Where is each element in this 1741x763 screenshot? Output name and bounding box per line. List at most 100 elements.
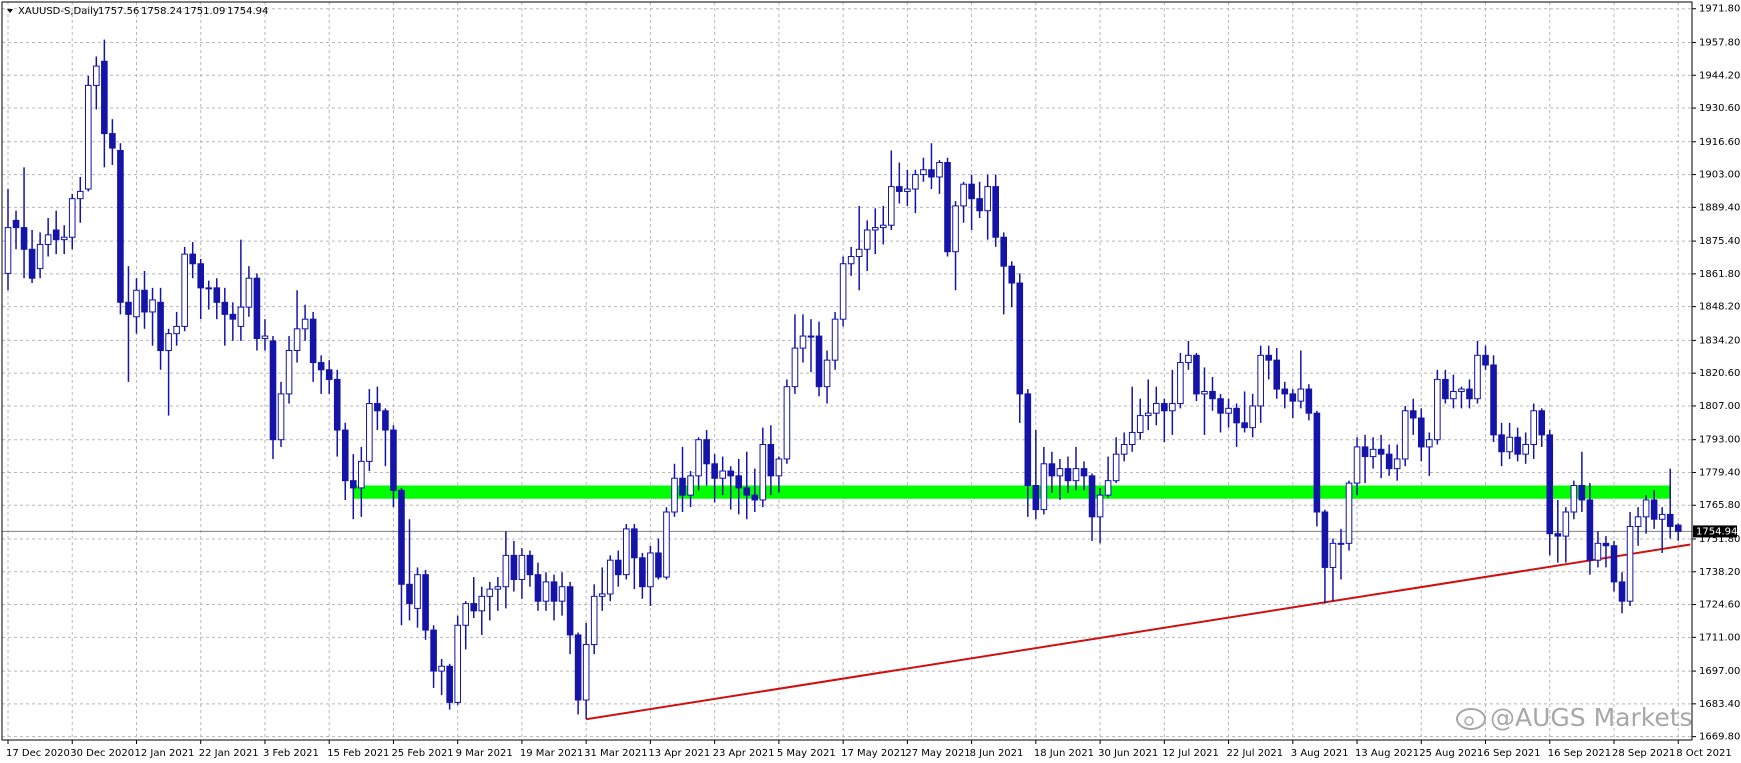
candle-body — [269, 340, 277, 441]
candle-body — [1096, 494, 1104, 518]
candle-body — [1409, 410, 1417, 419]
support-zone — [353, 485, 1671, 499]
axes: 1971.80 1957.80 1944.20 1930.60 1916.60 1903.… — [6, 4, 1740, 759]
y-tick-label: 1861.80 — [1699, 269, 1740, 280]
candle-body — [1136, 415, 1144, 433]
candle-body — [735, 475, 743, 489]
candle-body — [406, 583, 413, 605]
y-tick-label: 1724.60 — [1699, 600, 1740, 611]
candle-body — [358, 460, 365, 489]
candle-body — [679, 477, 686, 496]
candle-body — [920, 169, 927, 176]
candle-body — [205, 287, 213, 290]
x-tick-label: 3 Aug 2021 — [1291, 748, 1349, 759]
candle-body — [1674, 524, 1682, 532]
x-tick-label: 13 Apr 2021 — [648, 748, 710, 759]
candle-body — [606, 559, 614, 595]
candle-body — [542, 581, 550, 602]
candle-body — [655, 552, 662, 578]
candle-body — [446, 665, 453, 703]
candle-body — [1048, 463, 1056, 477]
candle-body — [229, 313, 237, 320]
y-tick-label: 1944.20 — [1699, 70, 1740, 81]
candle-body — [1417, 417, 1425, 448]
candle-body — [566, 586, 574, 636]
candle-body — [623, 528, 630, 576]
candle-body — [671, 477, 678, 513]
candle-body — [1450, 390, 1457, 400]
candle-body — [20, 227, 28, 250]
candle-body — [1361, 446, 1369, 458]
candle-body — [1064, 468, 1072, 482]
y-tick-label: 1793.00 — [1699, 435, 1740, 446]
candle-body — [317, 362, 325, 371]
candle-body — [855, 248, 863, 258]
candle-body — [1546, 434, 1554, 535]
candle-body — [1152, 403, 1160, 414]
candle-body — [1377, 448, 1385, 455]
candle-body — [1088, 475, 1096, 518]
candle-body — [960, 183, 967, 207]
x-tick-label: 28 Sep 2021 — [1612, 748, 1675, 759]
ohlc-open: 1757.56 — [98, 6, 139, 17]
candle-body — [1570, 484, 1578, 513]
candle-body — [85, 84, 92, 190]
chart-header: XAUUSD-S,Daily 1757.56 1758.24 1751.09 1… — [7, 6, 268, 17]
candle-body — [1642, 499, 1650, 518]
candle-body — [133, 289, 140, 318]
candle-body — [1265, 354, 1273, 361]
candle-body — [213, 287, 221, 303]
watermark-icon-eye — [1464, 716, 1474, 726]
candle-body — [221, 301, 229, 315]
candle-body — [1040, 463, 1048, 511]
candle-body — [277, 393, 285, 441]
y-tick-label: 1738.20 — [1699, 567, 1740, 578]
candle-body — [1538, 410, 1546, 436]
candle-body — [470, 603, 478, 612]
plot-border — [1, 1, 1693, 741]
candle-body — [157, 301, 164, 352]
candle-body — [719, 470, 726, 479]
x-tick-label: 12 Jan 2021 — [134, 748, 194, 759]
y-tick-label: 1683.40 — [1699, 699, 1740, 710]
candle-body — [1008, 265, 1016, 284]
candle-body — [1241, 422, 1248, 429]
candle-body — [550, 581, 558, 602]
candle-body — [1249, 405, 1256, 429]
candle-body — [1554, 533, 1562, 537]
x-tick-label: 8 Oct 2021 — [1676, 748, 1731, 759]
y-tick-label: 1957.80 — [1699, 37, 1740, 48]
y-tick-label: 1697.00 — [1699, 666, 1740, 677]
candle-body — [743, 487, 751, 496]
candle-body — [76, 190, 84, 200]
candle-body — [1209, 390, 1216, 400]
watermark-icon — [1456, 708, 1486, 730]
candle-body — [1329, 542, 1337, 568]
candle-body — [574, 634, 582, 701]
y-tick-label: 1711.00 — [1699, 632, 1740, 643]
candle-body — [663, 511, 670, 578]
candle-body — [815, 335, 823, 388]
candle-body — [438, 665, 445, 672]
candle-body — [1185, 354, 1192, 364]
candle-body — [12, 219, 20, 229]
candle-body — [582, 644, 590, 701]
y-tick-label: 1889.40 — [1699, 202, 1740, 213]
x-tick-label: 25 Feb 2021 — [391, 748, 453, 759]
candle-body — [245, 277, 253, 308]
candle-body — [847, 256, 855, 265]
candle-body — [341, 429, 349, 482]
candle-body — [1562, 511, 1570, 537]
candle-body — [454, 624, 461, 703]
candle-body — [839, 263, 847, 320]
candle-body — [502, 554, 510, 588]
candle-body — [1072, 468, 1080, 482]
candle-body — [301, 318, 309, 330]
candle-body — [1578, 484, 1586, 501]
candle-body — [1626, 525, 1634, 602]
candle-body — [125, 301, 132, 315]
y-tick-label: 1971.80 — [1699, 4, 1740, 15]
candle-body — [1498, 434, 1505, 453]
candle-body — [823, 359, 831, 388]
candle-body — [1594, 542, 1602, 561]
